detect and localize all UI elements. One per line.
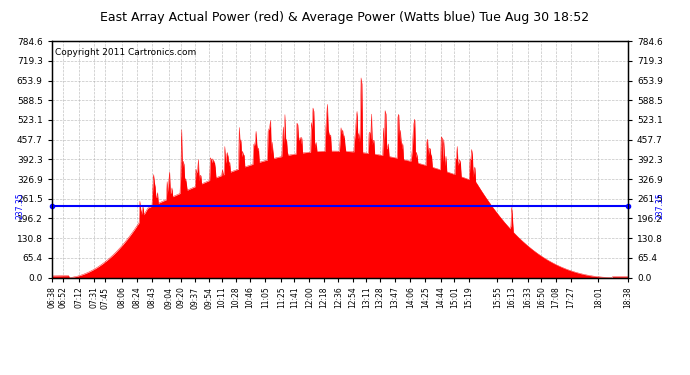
Text: Copyright 2011 Cartronics.com: Copyright 2011 Cartronics.com	[55, 48, 196, 57]
Text: 237.35: 237.35	[16, 193, 25, 219]
Text: East Array Actual Power (red) & Average Power (Watts blue) Tue Aug 30 18:52: East Array Actual Power (red) & Average …	[101, 11, 589, 24]
Text: 237.35: 237.35	[655, 193, 664, 219]
